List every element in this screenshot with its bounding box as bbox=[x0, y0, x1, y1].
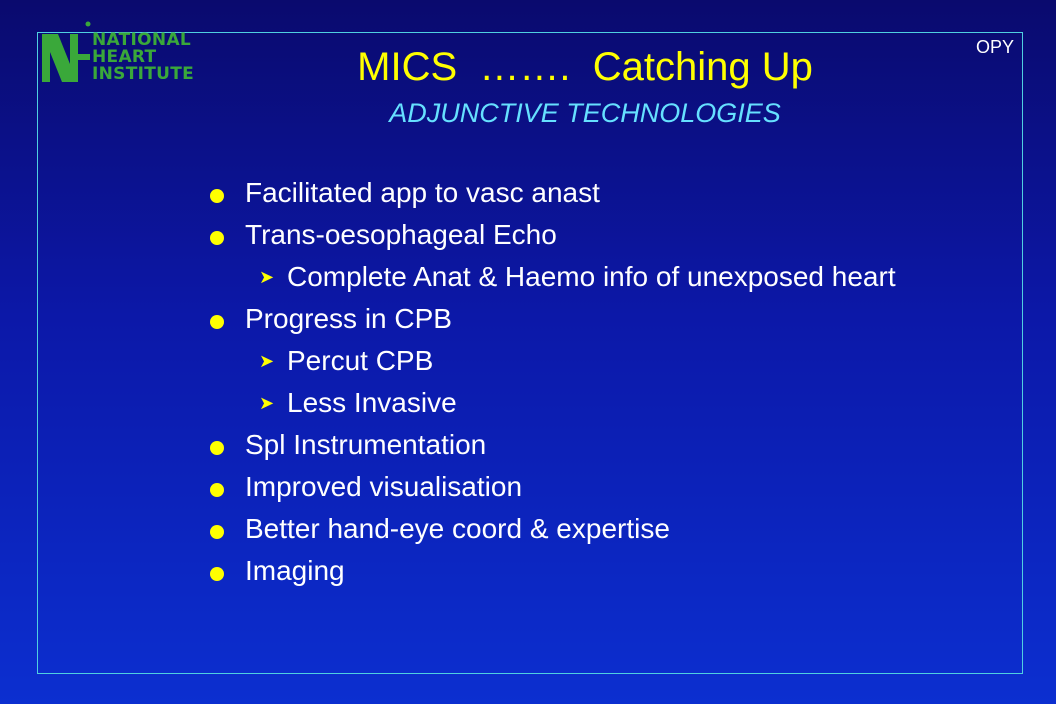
bullet-text: Facilitated app to vasc anast bbox=[245, 177, 600, 208]
bullet-text: Improved visualisation bbox=[245, 471, 522, 502]
bullet-text: Trans-oesophageal Echo bbox=[245, 219, 557, 250]
bullet-dot-icon bbox=[210, 231, 224, 245]
bullet-text: Progress in CPB bbox=[245, 303, 452, 334]
bullet-text: Spl Instrumentation bbox=[245, 429, 486, 460]
bullet-item: Facilitated app to vasc anast bbox=[208, 176, 928, 210]
bullet-item: Trans-oesophageal Echo bbox=[208, 218, 928, 252]
arrow-bullet-icon: ➤ bbox=[259, 260, 274, 294]
bullet-dot-icon bbox=[210, 483, 224, 497]
bullet-text: Better hand-eye coord & expertise bbox=[245, 513, 670, 544]
bullet-dot-icon bbox=[210, 441, 224, 455]
bullet-item: Better hand-eye coord & expertise bbox=[208, 512, 928, 546]
bullet-item: Spl Instrumentation bbox=[208, 428, 928, 462]
bullet-dot-icon bbox=[210, 189, 224, 203]
sub-bullet-item: ➤ Complete Anat & Haemo info of unexpose… bbox=[208, 260, 928, 294]
sub-bullet-text: Percut CPB bbox=[287, 345, 433, 376]
bullet-dot-icon bbox=[210, 567, 224, 581]
bullet-dot-icon bbox=[210, 525, 224, 539]
sub-bullet-item: ➤ Percut CPB bbox=[208, 344, 928, 378]
bullet-text: Imaging bbox=[245, 555, 345, 586]
sub-bullet-text: Complete Anat & Haemo info of unexposed … bbox=[287, 261, 896, 292]
slide-title: MICS ……. Catching Up bbox=[0, 45, 1056, 90]
bullet-item: Imaging bbox=[208, 554, 928, 588]
sub-bullet-text: Less Invasive bbox=[287, 387, 457, 418]
bullet-list: Facilitated app to vasc anast Trans-oeso… bbox=[208, 176, 928, 596]
arrow-bullet-icon: ➤ bbox=[259, 386, 274, 420]
arrow-bullet-icon: ➤ bbox=[259, 344, 274, 378]
bullet-item: Progress in CPB bbox=[208, 302, 928, 336]
bullet-item: Improved visualisation bbox=[208, 470, 928, 504]
sub-bullet-item: ➤ Less Invasive bbox=[208, 386, 928, 420]
slide-subtitle: ADJUNCTIVE TECHNOLOGIES bbox=[0, 98, 1056, 129]
bullet-dot-icon bbox=[210, 315, 224, 329]
